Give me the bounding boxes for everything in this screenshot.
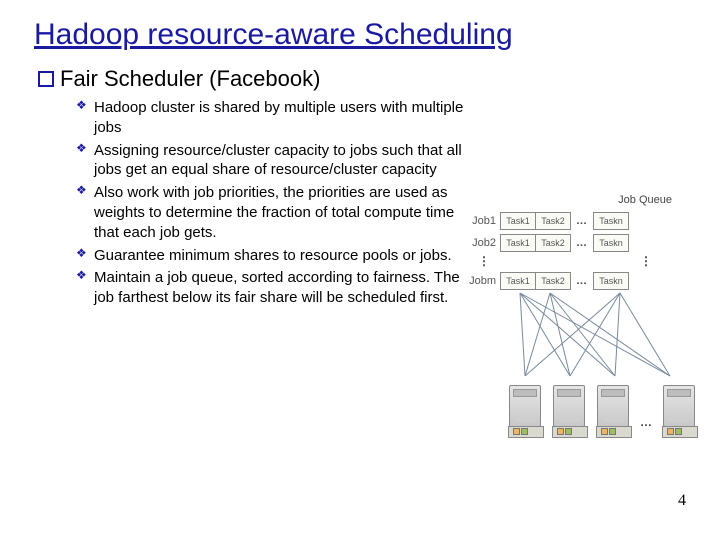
h-ellipsis-icon: … [570, 273, 593, 289]
task-box: Task1 [500, 234, 536, 252]
h-ellipsis-icon: … [570, 235, 593, 251]
page-number: 4 [678, 492, 686, 510]
task-box: Taskn [593, 234, 629, 252]
task-box: Taskn [593, 212, 629, 230]
job-row: Job2 Task1 Task2 … Taskn [460, 234, 628, 252]
slide: Hadoop resource-aware Scheduling Fair Sc… [0, 0, 720, 540]
job-label: Jobm [460, 275, 496, 287]
server-icon [662, 385, 696, 438]
job-label: Job2 [460, 237, 496, 249]
subheading-line: Fair Scheduler (Facebook) [38, 66, 686, 92]
square-bullet-icon [38, 71, 54, 87]
v-ellipsis-icon: ⋮ [640, 254, 652, 268]
task-box: Task1 [500, 212, 536, 230]
server-row: … [508, 385, 696, 438]
task-box: Task1 [500, 272, 536, 290]
job-queue-diagram: Job Queue Job1 Task1 Task2 … Taskn Job2 … [460, 208, 690, 438]
server-icon [552, 385, 586, 438]
h-ellipsis-icon: … [640, 415, 652, 429]
diagram-title: Job Queue [618, 194, 672, 206]
job-row: Jobm Task1 Task2 … Taskn [460, 272, 628, 290]
task-box: Task2 [535, 212, 571, 230]
bullet-item: Hadoop cluster is shared by multiple use… [76, 98, 476, 138]
bullet-item: Assigning resource/cluster capacity to j… [76, 141, 476, 181]
v-ellipsis-icon: ⋮ [478, 254, 490, 268]
task-box: Task2 [535, 234, 571, 252]
server-icon [596, 385, 630, 438]
subheading-text: Fair Scheduler (Facebook) [60, 66, 320, 91]
bullet-list: Hadoop cluster is shared by multiple use… [76, 98, 476, 308]
job-row: Job1 Task1 Task2 … Taskn [460, 212, 628, 230]
job-label: Job1 [460, 215, 496, 227]
slide-title: Hadoop resource-aware Scheduling [34, 18, 686, 52]
h-ellipsis-icon: … [570, 213, 593, 229]
task-box: Taskn [593, 272, 629, 290]
bullet-item: Also work with job priorities, the prior… [76, 183, 476, 242]
task-box: Task2 [535, 272, 571, 290]
server-icon [508, 385, 542, 438]
bullet-item: Maintain a job queue, sorted according t… [76, 268, 476, 308]
bullet-item: Guarantee minimum shares to resource poo… [76, 246, 476, 266]
